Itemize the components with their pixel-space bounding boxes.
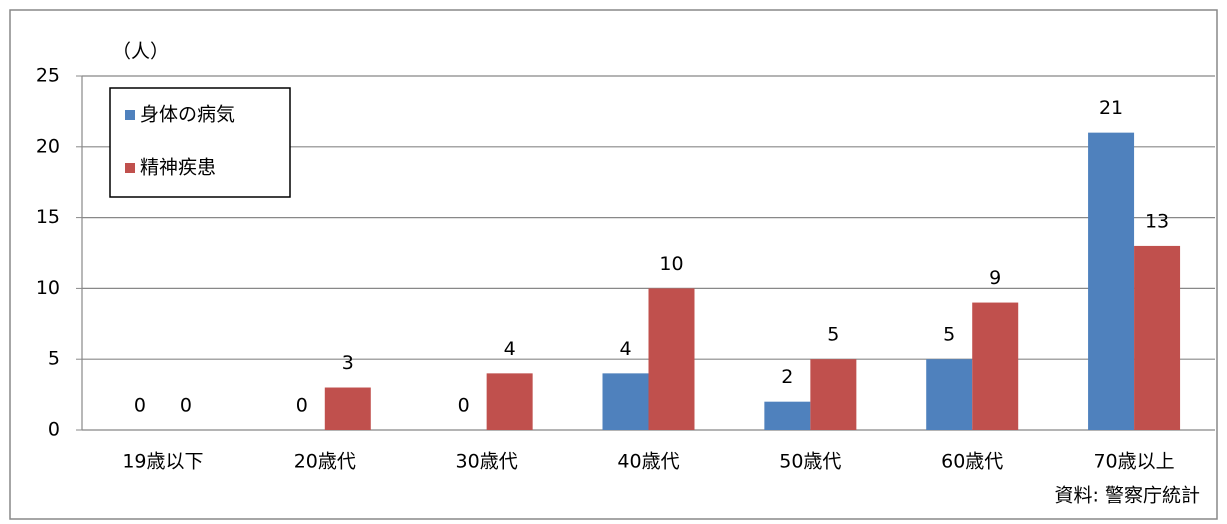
- legend-box: [109, 87, 291, 198]
- legend-label: 精神疾患: [140, 157, 216, 179]
- x-tick-label: 19歳以下: [122, 451, 203, 473]
- bar: [1088, 132, 1135, 430]
- data-label: 3: [342, 352, 354, 374]
- data-label: 13: [1145, 210, 1169, 232]
- data-label: 10: [659, 253, 683, 275]
- data-label: 0: [296, 395, 308, 417]
- data-label: 4: [504, 338, 516, 360]
- legend-swatch: [125, 110, 135, 120]
- y-tick-label: 5: [48, 348, 60, 370]
- data-label: 5: [827, 324, 839, 346]
- y-tick-label: 15: [36, 206, 60, 228]
- x-tick-label: 40歳代: [617, 451, 679, 473]
- y-tick-label: 0: [48, 419, 60, 441]
- bar: [486, 373, 533, 430]
- data-label: 0: [134, 395, 146, 417]
- legend-swatch: [125, 163, 135, 173]
- x-tick-label: 30歳代: [456, 451, 518, 473]
- bar: [926, 359, 973, 430]
- y-tick-label: 20: [36, 135, 60, 157]
- legend-label: 身体の病気: [140, 104, 235, 126]
- data-label: 5: [943, 324, 955, 346]
- x-tick-label: 50歳代: [779, 451, 841, 473]
- y-tick-label: 10: [36, 277, 60, 299]
- bar: [972, 302, 1019, 430]
- data-label: 21: [1099, 97, 1123, 119]
- bar: [764, 401, 811, 430]
- source-note: 資料: 警察庁統計: [1055, 485, 1200, 507]
- chart-border: [9, 9, 1218, 520]
- data-label: 0: [458, 395, 470, 417]
- x-tick-label: 70歳以上: [1093, 451, 1174, 473]
- x-tick-label: 60歳代: [941, 451, 1003, 473]
- bar: [324, 387, 371, 430]
- data-label: 0: [180, 395, 192, 417]
- y-axis-label: （人）: [112, 41, 169, 63]
- data-label: 2: [781, 366, 793, 388]
- data-label: 4: [619, 338, 631, 360]
- data-label: 9: [989, 267, 1001, 289]
- bar: [1134, 245, 1181, 430]
- x-tick-label: 20歳代: [294, 451, 356, 473]
- bar: [648, 288, 695, 430]
- y-tick-label: 25: [36, 65, 60, 87]
- bar: [602, 373, 649, 430]
- bar: [810, 359, 857, 430]
